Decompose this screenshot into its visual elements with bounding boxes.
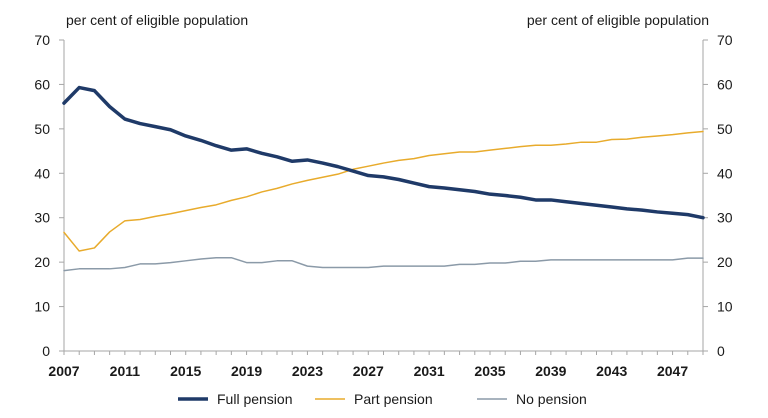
- x-tick-label: 2039: [535, 363, 566, 379]
- series-line-part-pension: [63, 130, 704, 252]
- left-y-tick-label: 40: [34, 165, 50, 181]
- right-y-tick-label: 0: [717, 343, 725, 359]
- x-tick-label: 2015: [170, 363, 201, 379]
- right-y-tick-label: 70: [717, 32, 733, 48]
- right-y-tick-label: 30: [717, 210, 733, 226]
- right-y-tick-label: 10: [717, 299, 733, 315]
- right-y-tick-label: 40: [717, 165, 733, 181]
- legend: Full pension Part pension No pension: [178, 391, 587, 407]
- x-tick-label: 2031: [414, 363, 445, 379]
- right-y-tick-label: 60: [717, 76, 733, 92]
- legend-label-part-pension: Part pension: [354, 391, 433, 407]
- right-axis-unit-label: per cent of eligible population: [527, 12, 709, 28]
- left-y-tick-label: 20: [34, 254, 50, 270]
- x-tick-label: 2043: [596, 363, 627, 379]
- left-y-tick-label: 0: [42, 343, 50, 359]
- series-line-full-pension: [62, 85, 705, 220]
- series-layer: [62, 85, 705, 272]
- x-tick-label: 2023: [292, 363, 323, 379]
- x-tick-label: 2035: [474, 363, 505, 379]
- left-y-tick-label: 30: [34, 210, 50, 226]
- x-tick-label: 2047: [657, 363, 688, 379]
- x-tick-label: 2007: [48, 363, 79, 379]
- left-y-tick-label: 70: [34, 32, 50, 48]
- x-tick-label: 2019: [231, 363, 262, 379]
- legend-label-no-pension: No pension: [516, 391, 587, 407]
- left-y-tick-label: 50: [34, 121, 50, 137]
- right-y-tick-label: 20: [717, 254, 733, 270]
- left-y-tick-label: 10: [34, 299, 50, 315]
- series-line-no-pension: [63, 256, 704, 272]
- left-y-tick-label: 60: [34, 76, 50, 92]
- axes: 0 0 10 10 20 20 30 30 40 40 50 50 60 60 70 70 2007 2011 20…: [34, 32, 732, 379]
- left-axis-unit-label: per cent of eligible population: [66, 12, 248, 28]
- x-tick-label: 2011: [110, 363, 141, 379]
- legend-label-full-pension: Full pension: [217, 391, 293, 407]
- right-y-tick-label: 50: [717, 121, 733, 137]
- x-tick-label: 2027: [353, 363, 384, 379]
